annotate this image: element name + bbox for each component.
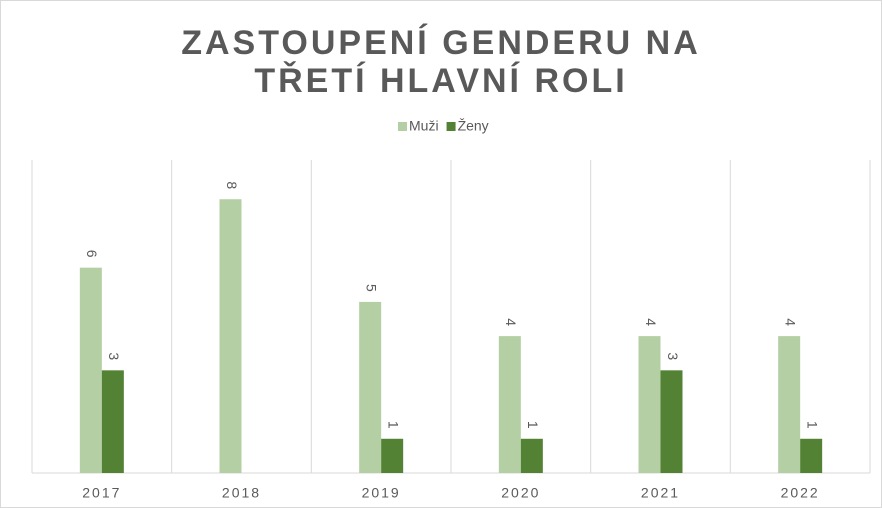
data-label: 3: [665, 352, 681, 360]
bar: [79, 267, 102, 473]
data-label: 3: [106, 352, 122, 360]
data-label: 8: [224, 181, 240, 189]
x-tick-label: 2022: [781, 485, 820, 501]
bar: [219, 199, 242, 473]
data-label: 1: [804, 421, 820, 429]
bar: [101, 370, 124, 473]
bar: [800, 438, 823, 473]
data-label: 1: [385, 421, 401, 429]
legend-label: Muži: [409, 118, 439, 134]
bar: [498, 336, 521, 473]
x-tick-label: 2020: [501, 485, 540, 501]
data-label: 4: [503, 318, 519, 326]
x-tick-label: 2021: [641, 485, 680, 501]
legend-swatch: [446, 122, 456, 131]
bar: [520, 438, 543, 473]
legend-swatch: [398, 122, 407, 131]
bar: [638, 336, 661, 473]
bar: [359, 301, 382, 473]
legend-label: Ženy: [458, 118, 489, 134]
x-tick-label: 2019: [362, 485, 401, 501]
data-label: 1: [525, 421, 541, 429]
data-label: 4: [782, 318, 798, 326]
data-label: 4: [643, 318, 659, 326]
bar: [381, 438, 404, 473]
x-tick-label: 2017: [82, 485, 121, 501]
data-label: 6: [84, 250, 100, 258]
bar: [660, 370, 683, 473]
chart-title: ZASTOUPENÍ GENDERU NA TŘETÍ HLAVNÍ ROLI: [181, 24, 701, 100]
bar: [778, 336, 801, 473]
data-label: 5: [363, 284, 379, 292]
x-tick-label: 2018: [222, 485, 261, 501]
